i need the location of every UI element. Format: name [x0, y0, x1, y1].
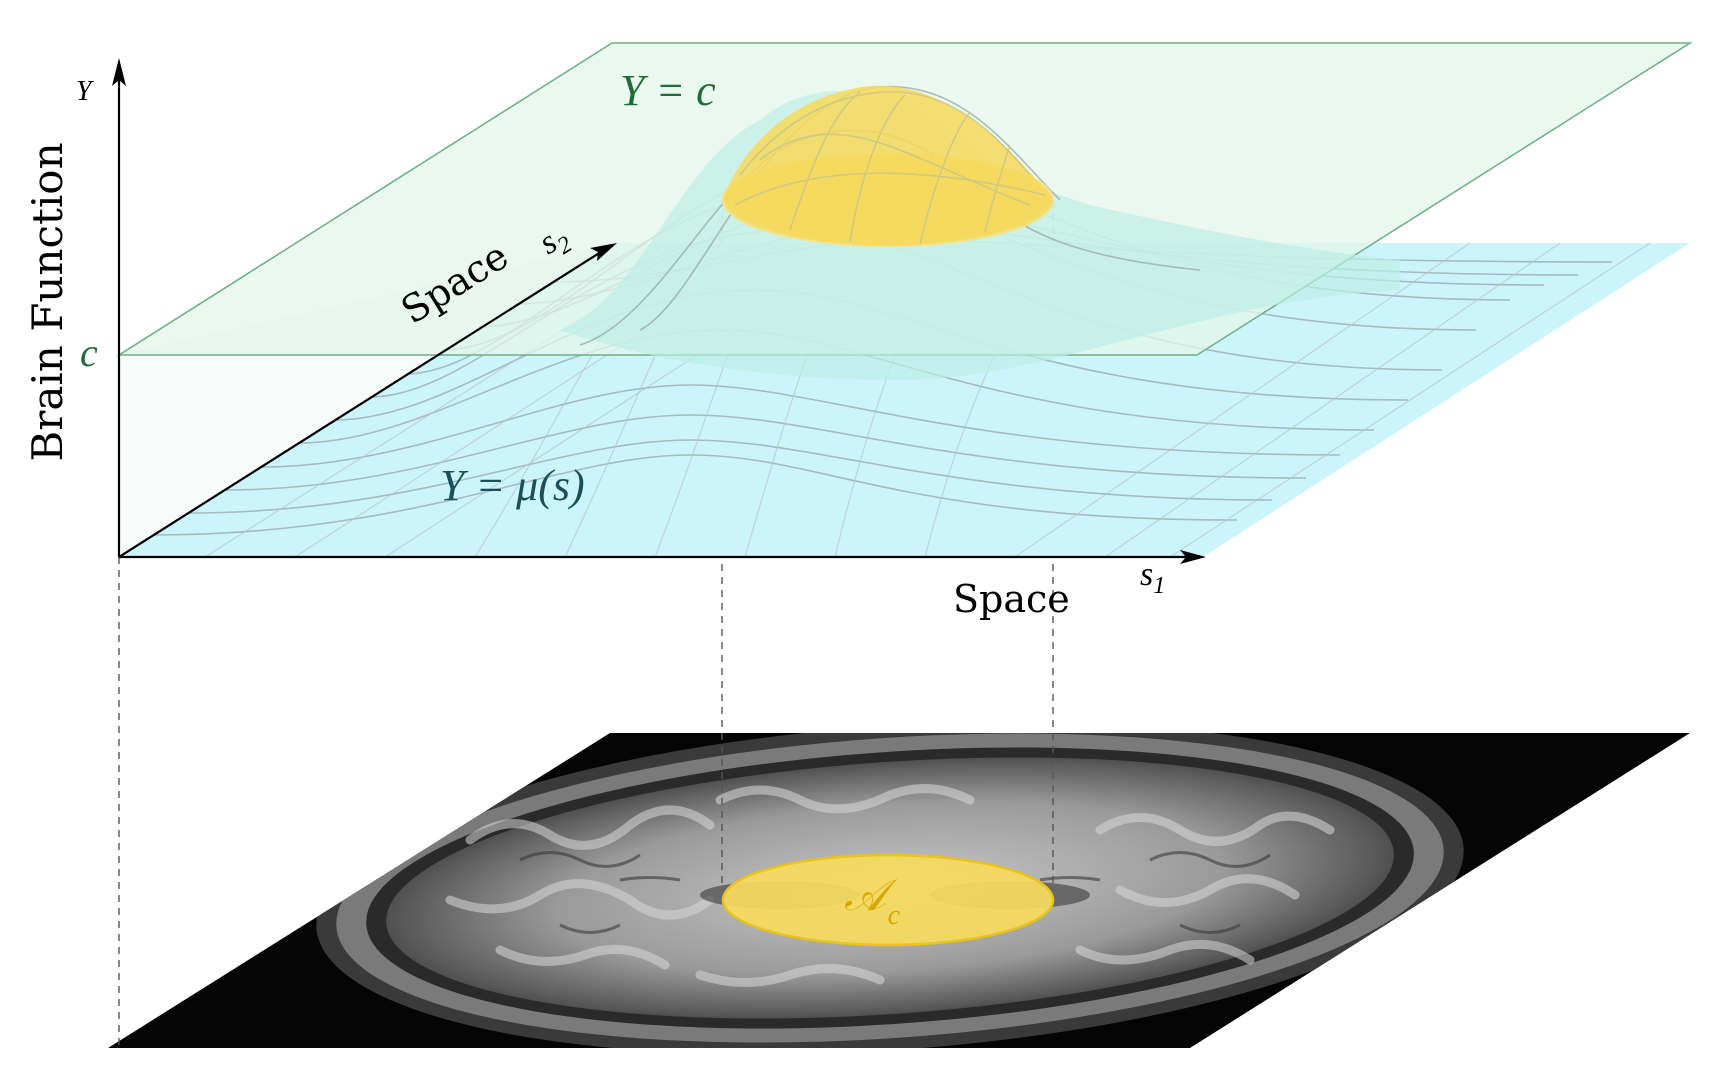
sulci-texture — [519, 851, 1271, 934]
s1-axis-arrowhead — [1180, 550, 1206, 564]
y-axis-arrowhead — [112, 58, 126, 86]
s2-axis-arrowhead — [590, 243, 617, 261]
excursion-set-region — [721, 853, 1055, 947]
s1-axis-symbol: s1 — [1140, 556, 1165, 599]
cap-grid — [734, 91, 1046, 245]
c-tick-label: c — [80, 330, 98, 375]
threshold-plane-label: Y = c — [620, 66, 716, 115]
s2-axis — [118, 249, 605, 558]
excursion-cap-dome — [723, 85, 1053, 246]
y-axis-symbol: Y — [76, 76, 95, 107]
mean-surface-peak — [560, 85, 1400, 380]
axes — [112, 58, 1206, 564]
s1-axis-name: Space — [953, 577, 1070, 621]
gyri-texture — [445, 784, 1335, 987]
brain-slice-layer: 𝒜c — [108, 733, 1690, 1048]
surface-label: Y = μ(s) — [440, 461, 585, 510]
y-axis-name: Brain Function — [23, 142, 72, 461]
